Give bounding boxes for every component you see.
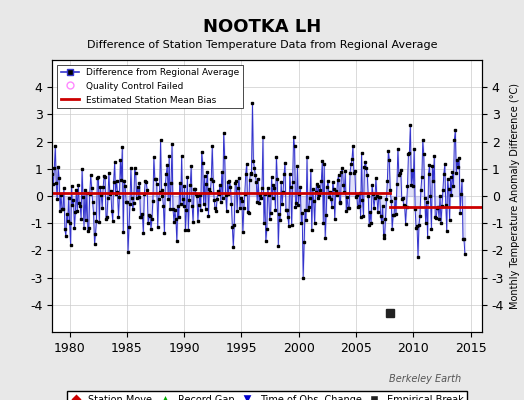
Y-axis label: Monthly Temperature Anomaly Difference (°C): Monthly Temperature Anomaly Difference (…: [510, 83, 520, 309]
Text: Berkeley Earth: Berkeley Earth: [389, 374, 461, 384]
Legend: Station Move, Record Gap, Time of Obs. Change, Empirical Break: Station Move, Record Gap, Time of Obs. C…: [67, 391, 467, 400]
Text: Difference of Station Temperature Data from Regional Average: Difference of Station Temperature Data f…: [87, 40, 437, 50]
Text: NOOTKA LH: NOOTKA LH: [203, 18, 321, 36]
